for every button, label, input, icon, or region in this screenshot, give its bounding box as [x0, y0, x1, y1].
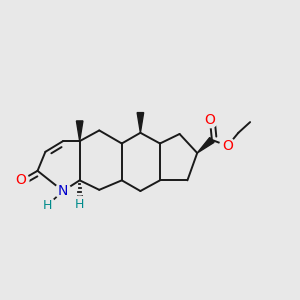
Text: O: O [16, 173, 26, 187]
Polygon shape [76, 121, 83, 141]
Circle shape [13, 172, 29, 188]
Circle shape [202, 112, 218, 128]
Text: H: H [75, 198, 84, 211]
Circle shape [55, 183, 71, 199]
Circle shape [39, 197, 55, 213]
Polygon shape [137, 112, 144, 133]
Text: O: O [222, 139, 233, 153]
Circle shape [220, 138, 236, 154]
Circle shape [72, 196, 88, 212]
Text: H: H [43, 199, 52, 212]
Text: N: N [58, 184, 68, 198]
Polygon shape [197, 137, 214, 153]
Text: O: O [205, 113, 215, 127]
